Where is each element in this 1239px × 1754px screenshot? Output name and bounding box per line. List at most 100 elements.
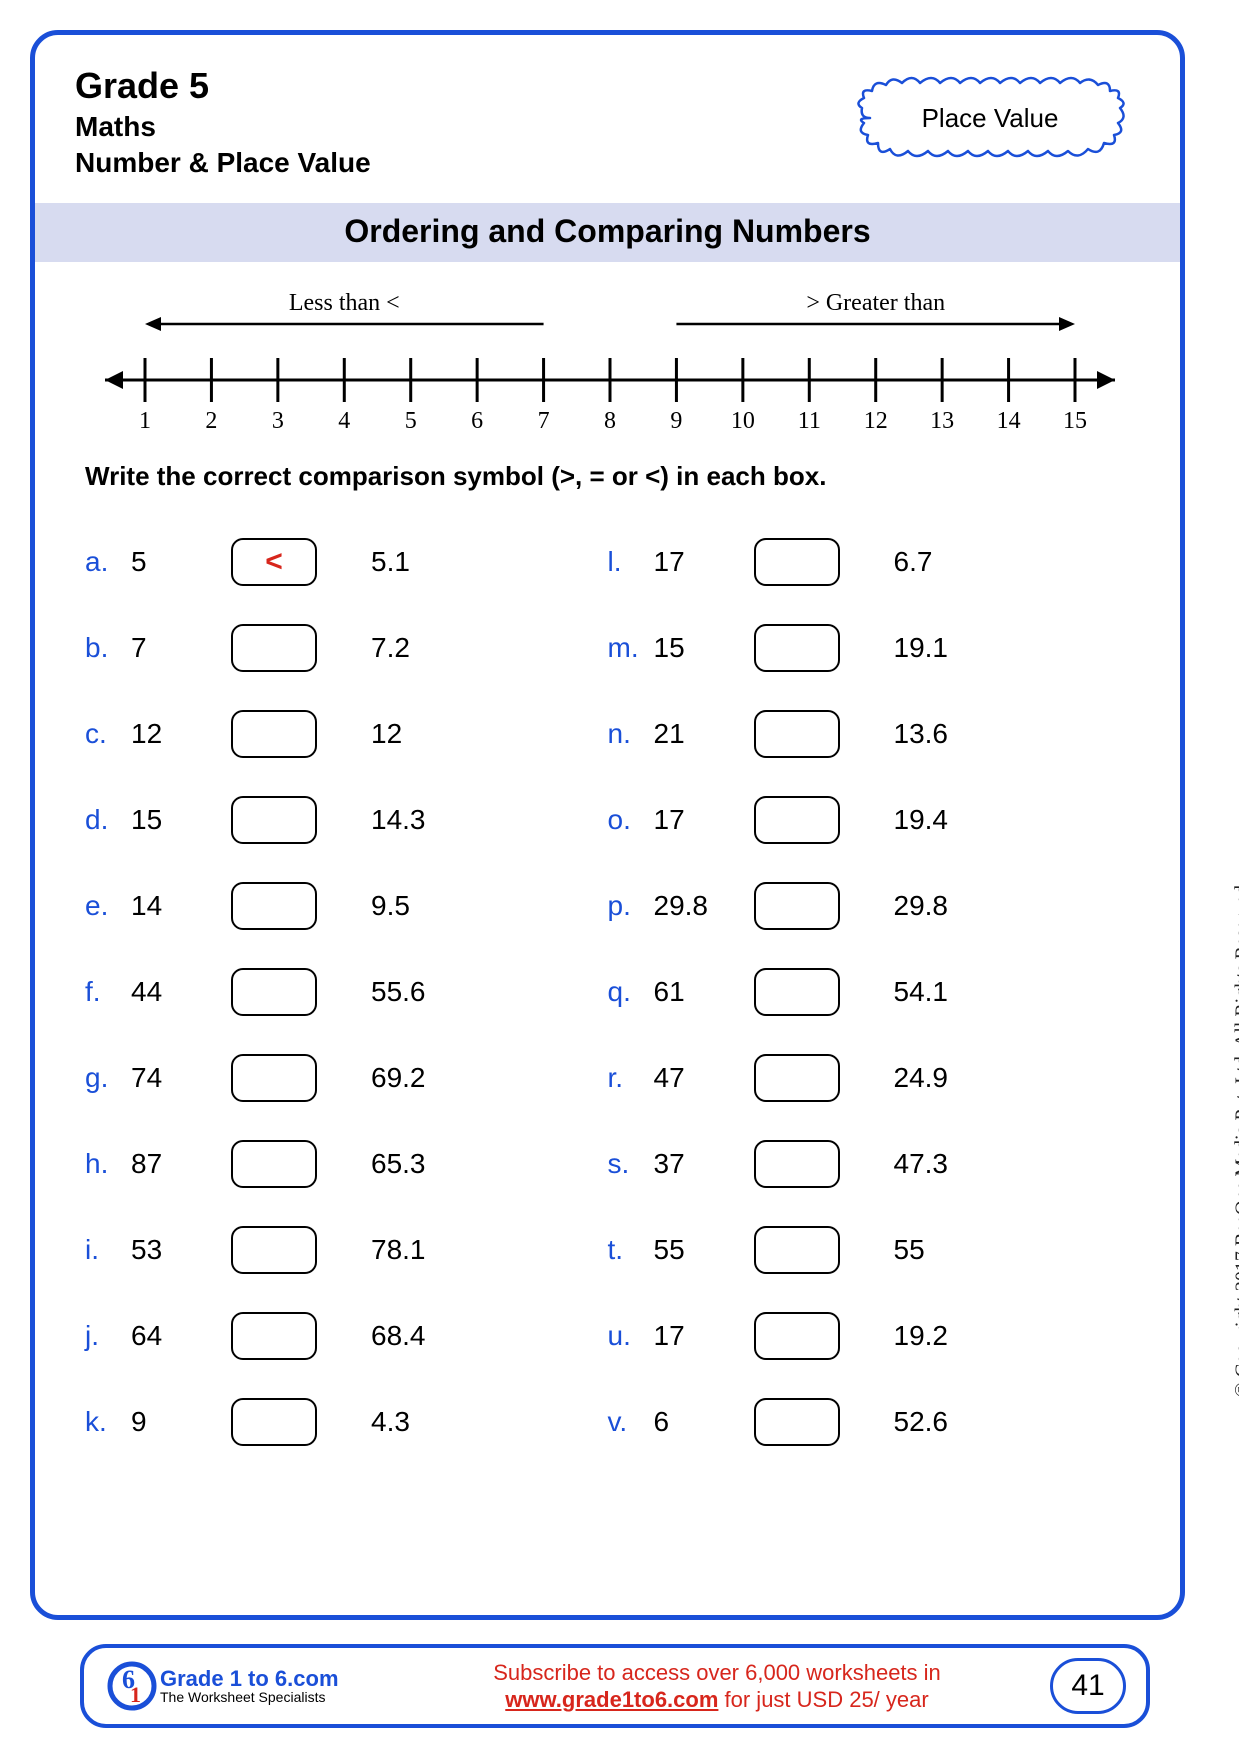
answer-box[interactable]: [754, 968, 840, 1016]
right-operand: 19.1: [894, 632, 949, 664]
left-operand: 47: [654, 1062, 754, 1094]
problem-label: f.: [85, 976, 131, 1008]
problem-row: j.64 68.4: [85, 1308, 608, 1364]
svg-text:4: 4: [338, 408, 350, 430]
logo-subtitle: The Worksheet Specialists: [160, 1690, 339, 1705]
answer-box[interactable]: [231, 624, 317, 672]
answer-box[interactable]: [231, 1054, 317, 1102]
problem-row: t.5555: [608, 1222, 1131, 1278]
right-operand: 4.3: [371, 1406, 410, 1438]
left-operand: 9: [131, 1406, 231, 1438]
right-operand: 52.6: [894, 1406, 949, 1438]
problem-row: m.15 19.1: [608, 620, 1131, 676]
problem-label: v.: [608, 1406, 654, 1438]
problems-grid: a.5<5.1b.77.2c.1212d.1514.3e.149.5f.4455…: [35, 504, 1180, 1480]
problem-label: o.: [608, 804, 654, 836]
problem-row: k.94.3: [85, 1394, 608, 1450]
problem-label: g.: [85, 1062, 131, 1094]
right-operand: 68.4: [371, 1320, 426, 1352]
answer-box[interactable]: [754, 538, 840, 586]
subscribe-link[interactable]: www.grade1to6.com: [505, 1687, 718, 1712]
right-operand: 12: [371, 718, 402, 750]
answer-box[interactable]: [231, 1312, 317, 1360]
svg-text:2: 2: [205, 408, 217, 430]
problem-row: g.7469.2: [85, 1050, 608, 1106]
answer-box[interactable]: [754, 796, 840, 844]
answer-box[interactable]: [231, 968, 317, 1016]
logo-title: Grade 1 to 6.com: [160, 1667, 339, 1690]
left-operand: 17: [654, 1320, 754, 1352]
answer-box[interactable]: [754, 1226, 840, 1274]
answer-box[interactable]: [754, 1312, 840, 1360]
answer-box[interactable]: [231, 1398, 317, 1446]
answer-box[interactable]: [231, 796, 317, 844]
footer-bar: 6 1 Grade 1 to 6.com The Worksheet Speci…: [80, 1644, 1150, 1728]
problem-row: i.53 78.1: [85, 1222, 608, 1278]
answer-box[interactable]: [754, 624, 840, 672]
left-operand: 15: [131, 804, 231, 836]
problem-label: m.: [608, 632, 654, 664]
problem-row: n.2113.6: [608, 706, 1131, 762]
subscribe-line2: for just USD 25/ year: [718, 1687, 928, 1712]
problem-label: s.: [608, 1148, 654, 1180]
problem-row: v.6 52.6: [608, 1394, 1131, 1450]
worksheet-title: Ordering and Comparing Numbers: [35, 203, 1180, 262]
logo: 6 1 Grade 1 to 6.com The Worksheet Speci…: [104, 1658, 404, 1714]
category-badge: Place Value: [850, 73, 1130, 163]
worksheet-page: Grade 5 Maths Number & Place Value Place…: [30, 30, 1185, 1620]
problem-label: b.: [85, 632, 131, 664]
svg-text:12: 12: [864, 408, 888, 430]
header: Grade 5 Maths Number & Place Value Place…: [35, 35, 1180, 195]
right-operand: 7.2: [371, 632, 410, 664]
svg-text:13: 13: [930, 408, 954, 430]
problem-row: d.1514.3: [85, 792, 608, 848]
answer-box[interactable]: [231, 882, 317, 930]
right-operand: 9.5: [371, 890, 410, 922]
left-operand: 53: [131, 1234, 231, 1266]
badge-text: Place Value: [850, 73, 1130, 163]
answer-box[interactable]: [754, 1054, 840, 1102]
svg-text:14: 14: [997, 408, 1021, 430]
problem-row: e.149.5: [85, 878, 608, 934]
left-operand: 15: [654, 632, 754, 664]
answer-box[interactable]: <: [231, 538, 317, 586]
problem-row: h.8765.3: [85, 1136, 608, 1192]
right-operand: 55.6: [371, 976, 426, 1008]
right-operand: 13.6: [894, 718, 949, 750]
right-operand: 47.3: [894, 1148, 949, 1180]
svg-text:9: 9: [670, 408, 682, 430]
problem-label: i.: [85, 1234, 131, 1266]
problem-label: l.: [608, 546, 654, 578]
logo-icon: 6 1: [104, 1658, 160, 1714]
answer-box[interactable]: [231, 1140, 317, 1188]
left-operand: 12: [131, 718, 231, 750]
problem-label: j.: [85, 1320, 131, 1352]
problem-label: d.: [85, 804, 131, 836]
answer-box[interactable]: [231, 1226, 317, 1274]
instruction-text: Write the correct comparison symbol (>, …: [35, 443, 1180, 504]
problem-label: q.: [608, 976, 654, 1008]
answer-box[interactable]: [754, 882, 840, 930]
svg-text:8: 8: [604, 408, 616, 430]
answer-box[interactable]: [231, 710, 317, 758]
right-operand: 19.2: [894, 1320, 949, 1352]
left-operand: 44: [131, 976, 231, 1008]
right-operand: 29.8: [894, 890, 949, 922]
answer-box[interactable]: [754, 1140, 840, 1188]
right-operand: 5.1: [371, 546, 410, 578]
left-operand: 6: [654, 1406, 754, 1438]
svg-text:1: 1: [130, 1682, 141, 1707]
right-operand: 55: [894, 1234, 925, 1266]
right-operand: 78.1: [371, 1234, 426, 1266]
problem-label: u.: [608, 1320, 654, 1352]
problem-label: e.: [85, 890, 131, 922]
left-operand: 37: [654, 1148, 754, 1180]
svg-text:10: 10: [731, 408, 755, 430]
problem-row: r.4724.9: [608, 1050, 1131, 1106]
number-line-diagram: 123456789101112131415Less than <> Greate…: [35, 262, 1180, 443]
answer-box[interactable]: [754, 1398, 840, 1446]
problem-row: s.37 47.3: [608, 1136, 1131, 1192]
answer-box[interactable]: [754, 710, 840, 758]
left-operand: 64: [131, 1320, 231, 1352]
problems-column-left: a.5<5.1b.77.2c.1212d.1514.3e.149.5f.4455…: [85, 504, 608, 1480]
